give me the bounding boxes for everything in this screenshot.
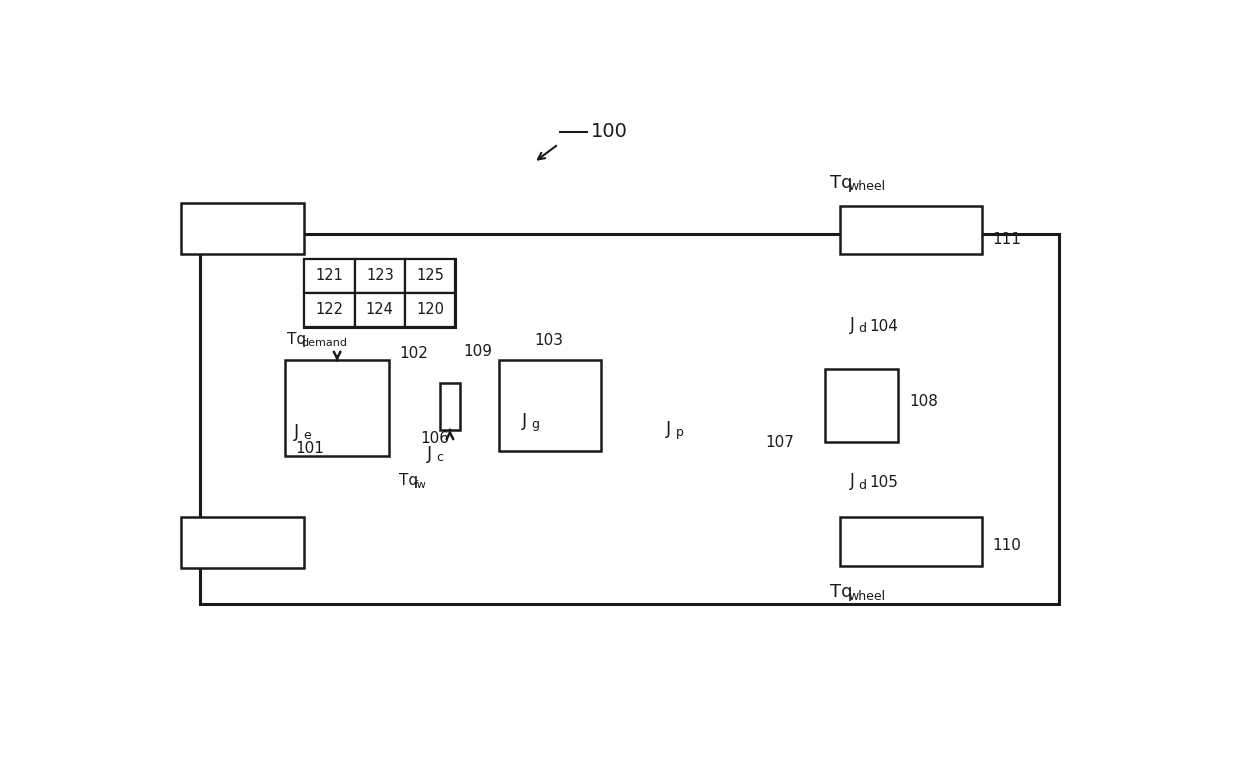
Text: J: J xyxy=(522,413,527,430)
Bar xyxy=(405,293,455,326)
Text: 107: 107 xyxy=(765,435,794,449)
Text: 121: 121 xyxy=(316,268,343,283)
Text: e: e xyxy=(303,429,310,442)
Bar xyxy=(285,360,389,456)
Text: Tq: Tq xyxy=(830,583,852,601)
Bar xyxy=(839,206,982,254)
Bar xyxy=(500,360,601,451)
Bar xyxy=(355,259,405,293)
Text: 123: 123 xyxy=(366,268,394,283)
Text: 103: 103 xyxy=(534,333,563,348)
Text: d: d xyxy=(858,322,866,335)
Bar xyxy=(440,383,460,430)
Bar xyxy=(355,293,405,326)
Bar xyxy=(304,259,455,326)
Text: p: p xyxy=(676,426,683,439)
Text: 108: 108 xyxy=(909,394,937,410)
Bar xyxy=(304,259,355,293)
Text: J: J xyxy=(849,316,854,334)
Text: 106: 106 xyxy=(420,431,449,445)
Bar xyxy=(825,369,898,442)
Text: J: J xyxy=(849,471,854,490)
Text: Tq: Tq xyxy=(399,473,418,488)
Text: wheel: wheel xyxy=(848,180,885,193)
Text: J: J xyxy=(294,423,299,441)
Text: 111: 111 xyxy=(992,232,1021,247)
Text: Tq: Tq xyxy=(830,173,852,192)
Text: 105: 105 xyxy=(869,474,899,490)
Text: 104: 104 xyxy=(869,319,899,334)
Text: J: J xyxy=(666,420,672,438)
Bar xyxy=(181,517,304,568)
Text: J: J xyxy=(427,445,432,462)
Text: 125: 125 xyxy=(417,268,444,283)
Text: d: d xyxy=(858,479,866,492)
Text: 109: 109 xyxy=(463,345,492,359)
Text: Tq: Tq xyxy=(286,332,306,347)
Text: g: g xyxy=(531,418,538,431)
Text: 122: 122 xyxy=(315,302,343,317)
Text: 110: 110 xyxy=(992,539,1021,553)
Bar xyxy=(405,259,455,293)
Text: 101: 101 xyxy=(295,442,324,456)
Text: 124: 124 xyxy=(366,302,394,317)
Text: wheel: wheel xyxy=(848,590,885,603)
Text: demand: demand xyxy=(301,338,347,348)
Text: c: c xyxy=(436,451,443,464)
Text: 102: 102 xyxy=(399,346,428,361)
Bar xyxy=(201,234,1059,604)
Bar xyxy=(304,293,355,326)
Text: fw: fw xyxy=(414,480,427,490)
Text: 120: 120 xyxy=(417,302,444,317)
Bar xyxy=(181,203,304,254)
Bar xyxy=(839,517,982,566)
Text: 100: 100 xyxy=(590,122,627,141)
